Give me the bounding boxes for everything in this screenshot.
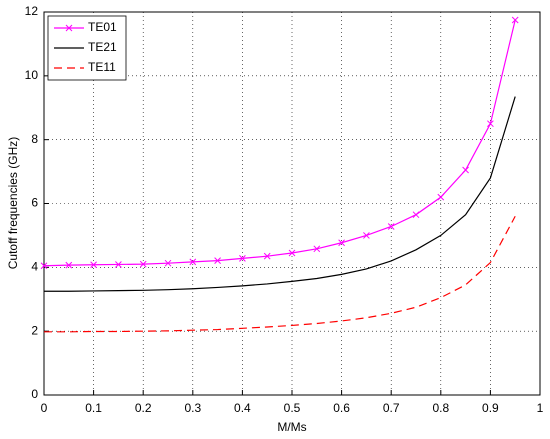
x-tick-label: 0.8 bbox=[432, 401, 449, 415]
marker bbox=[164, 259, 172, 267]
series-line bbox=[44, 215, 516, 333]
legend-label: TE21 bbox=[88, 40, 117, 54]
x-tick-label: 0.1 bbox=[85, 401, 102, 415]
x-tick-label: 0.5 bbox=[284, 401, 301, 415]
marker bbox=[263, 252, 271, 260]
x-tick-label: 0.7 bbox=[383, 401, 400, 415]
marker bbox=[189, 258, 197, 266]
series-line bbox=[43, 19, 516, 267]
marker bbox=[288, 249, 296, 257]
legend-label: TE01 bbox=[88, 20, 117, 34]
x-tick-label: 0.9 bbox=[482, 401, 499, 415]
y-tick-label: 4 bbox=[31, 260, 38, 274]
y-tick-label: 0 bbox=[31, 387, 38, 401]
marker bbox=[387, 223, 395, 230]
marker bbox=[511, 16, 519, 24]
y-tick-label: 10 bbox=[25, 68, 39, 82]
marker bbox=[239, 255, 246, 262]
marker bbox=[40, 262, 48, 270]
marker bbox=[90, 261, 97, 269]
marker bbox=[338, 239, 345, 247]
legend-label: TE11 bbox=[88, 60, 116, 74]
x-axis-label: M/Ms bbox=[277, 420, 306, 434]
y-tick-label: 8 bbox=[31, 132, 38, 146]
x-tick-label: 0.4 bbox=[234, 401, 251, 415]
marker bbox=[462, 166, 469, 174]
x-tick-label: 0 bbox=[41, 401, 48, 415]
x-tick-label: 0.3 bbox=[184, 401, 201, 415]
legend-marker bbox=[65, 24, 73, 32]
y-axis-label: Cutoff frequencies (GHz) bbox=[6, 137, 20, 270]
x-tick-label: 0.6 bbox=[333, 401, 350, 415]
marker bbox=[313, 245, 321, 253]
y-tick-label: 12 bbox=[25, 4, 39, 18]
y-tick-label: 2 bbox=[31, 323, 38, 337]
marker bbox=[65, 261, 73, 269]
x-tick-label: 1 bbox=[537, 401, 544, 415]
marker bbox=[487, 120, 494, 128]
marker bbox=[412, 211, 420, 219]
marker bbox=[139, 260, 147, 268]
marker bbox=[437, 193, 445, 201]
x-tick-label: 0.2 bbox=[135, 401, 152, 415]
marker bbox=[363, 232, 370, 239]
marker bbox=[115, 261, 122, 268]
series-line bbox=[44, 96, 516, 292]
marker bbox=[214, 257, 221, 264]
y-tick-label: 6 bbox=[31, 196, 38, 210]
